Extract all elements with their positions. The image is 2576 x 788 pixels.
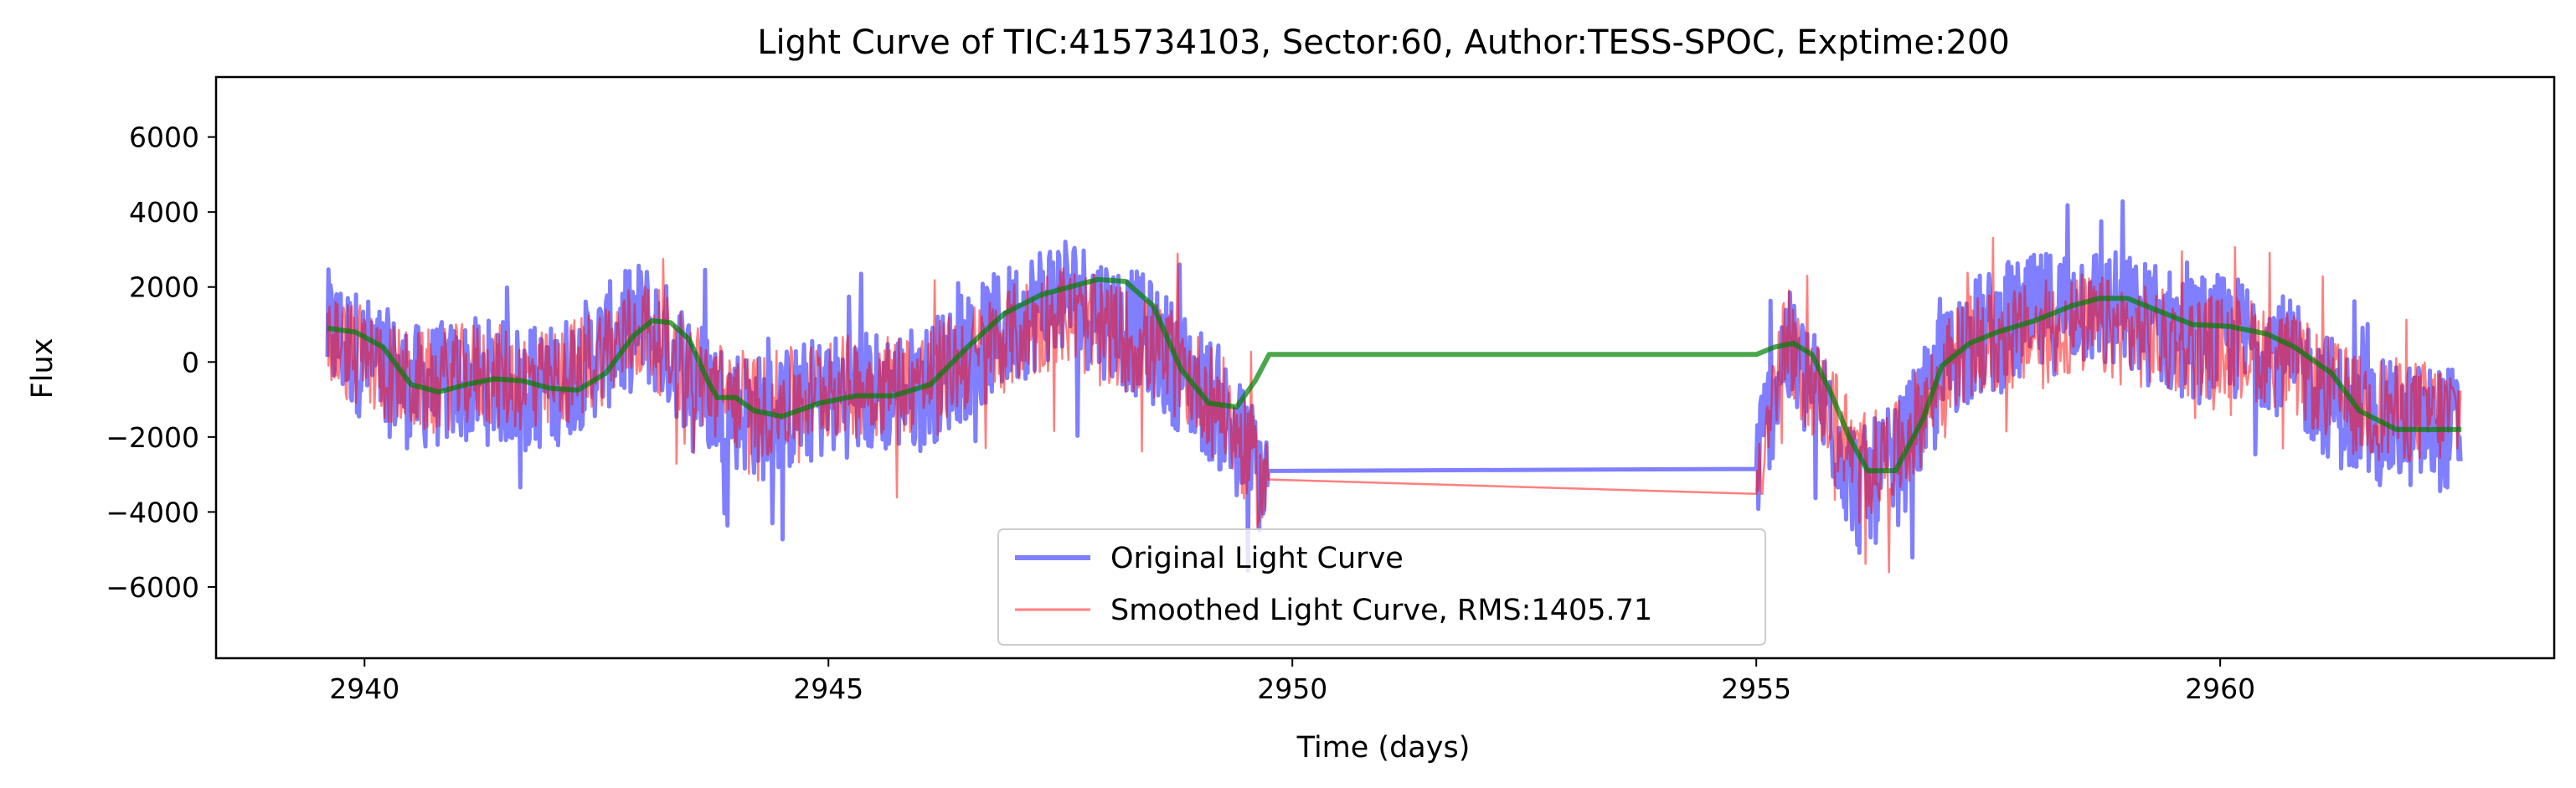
y-tick-label: 4000 — [129, 196, 199, 229]
y-tick-label: 6000 — [129, 121, 199, 154]
x-tick-label: 2940 — [329, 672, 399, 705]
series-line-original — [325, 199, 2463, 573]
x-tick-label: 2945 — [793, 672, 863, 705]
legend-box — [997, 528, 1766, 646]
y-tick-label: 2000 — [129, 271, 199, 304]
y-tick-label: −6000 — [106, 571, 199, 604]
legend-label-smoothed: Smoothed Light Curve, RMS:1405.71 — [1110, 594, 1652, 627]
y-tick-label: −2000 — [106, 421, 199, 454]
x-axis: 2940 2945 2950 2955 2960 — [329, 658, 2255, 705]
y-tick-label: 0 — [182, 346, 199, 379]
plot-data-layer — [325, 199, 2463, 574]
x-axis-label: Time (days) — [1296, 731, 1471, 765]
series-line-trend — [327, 276, 2462, 474]
y-axis: −6000 −4000 −2000 0 2000 4000 6000 — [106, 121, 216, 604]
chart-title: Light Curve of TIC:415734103, Sector:60,… — [757, 23, 2010, 62]
legend-label-original: Original Light Curve — [1110, 542, 1404, 575]
legend: Original Light Curve Smoothed Light Curv… — [997, 528, 1766, 646]
series-line-smoothed — [326, 236, 2462, 574]
x-tick-label: 2955 — [1721, 672, 1791, 705]
y-axis-label: Flux — [26, 338, 59, 399]
y-tick-label: −4000 — [106, 496, 199, 528]
x-tick-label: 2950 — [1257, 672, 1327, 705]
plot-frame — [214, 75, 2556, 660]
x-tick-label: 2960 — [2185, 672, 2255, 705]
